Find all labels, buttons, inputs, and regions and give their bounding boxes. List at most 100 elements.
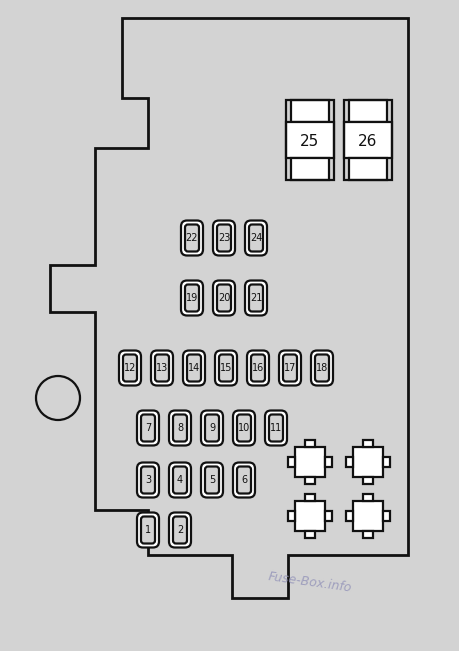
FancyBboxPatch shape [245, 281, 266, 316]
FancyBboxPatch shape [248, 284, 263, 311]
Circle shape [36, 376, 80, 420]
Text: 12: 12 [123, 363, 136, 373]
Text: 13: 13 [156, 363, 168, 373]
FancyBboxPatch shape [214, 350, 236, 385]
Text: 7: 7 [145, 423, 151, 433]
Polygon shape [50, 18, 407, 598]
Bar [294, 501, 325, 531]
FancyBboxPatch shape [168, 411, 190, 445]
FancyBboxPatch shape [213, 221, 235, 255]
Text: 15: 15 [219, 363, 232, 373]
Text: 10: 10 [237, 423, 250, 433]
FancyBboxPatch shape [205, 415, 218, 441]
Text: 18: 18 [315, 363, 327, 373]
FancyBboxPatch shape [185, 284, 199, 311]
FancyBboxPatch shape [233, 411, 254, 445]
Text: 14: 14 [187, 363, 200, 373]
FancyBboxPatch shape [151, 350, 173, 385]
FancyBboxPatch shape [218, 355, 233, 381]
Bar [345, 457, 352, 467]
Text: 3: 3 [145, 475, 151, 485]
Text: 23: 23 [218, 233, 230, 243]
FancyBboxPatch shape [217, 284, 230, 311]
FancyBboxPatch shape [248, 225, 263, 251]
Text: 4: 4 [177, 475, 183, 485]
FancyBboxPatch shape [269, 415, 282, 441]
Text: 17: 17 [283, 363, 296, 373]
FancyBboxPatch shape [141, 415, 155, 441]
FancyBboxPatch shape [173, 415, 187, 441]
FancyBboxPatch shape [137, 462, 159, 497]
FancyBboxPatch shape [236, 415, 251, 441]
Bar [304, 494, 314, 501]
Bar [304, 477, 314, 484]
Bar [382, 511, 389, 521]
Text: 25: 25 [300, 135, 319, 150]
FancyBboxPatch shape [217, 225, 230, 251]
Text: 20: 20 [218, 293, 230, 303]
Bar [291, 158, 328, 180]
Text: Fuse-Box.info: Fuse-Box.info [267, 570, 352, 594]
Bar [325, 511, 331, 521]
Bar [348, 100, 386, 122]
Text: 11: 11 [269, 423, 281, 433]
Text: 1: 1 [145, 525, 151, 535]
FancyBboxPatch shape [183, 350, 205, 385]
FancyBboxPatch shape [201, 462, 223, 497]
FancyBboxPatch shape [187, 355, 201, 381]
Text: 16: 16 [252, 363, 263, 373]
Bar [362, 477, 372, 484]
Bar [348, 158, 386, 180]
Bar [285, 122, 333, 158]
FancyBboxPatch shape [185, 225, 199, 251]
Bar [352, 501, 382, 531]
Bar [294, 447, 325, 477]
FancyBboxPatch shape [137, 512, 159, 547]
Bar [345, 511, 352, 521]
FancyBboxPatch shape [141, 516, 155, 544]
Text: 22: 22 [185, 233, 198, 243]
Bar [304, 440, 314, 447]
FancyBboxPatch shape [205, 467, 218, 493]
FancyBboxPatch shape [141, 467, 155, 493]
FancyBboxPatch shape [168, 512, 190, 547]
Bar [304, 531, 314, 538]
Bar [362, 440, 372, 447]
FancyBboxPatch shape [246, 350, 269, 385]
Bar [325, 457, 331, 467]
FancyBboxPatch shape [251, 355, 264, 381]
Text: 24: 24 [249, 233, 262, 243]
Bar [343, 100, 391, 180]
FancyBboxPatch shape [180, 281, 202, 316]
Text: 2: 2 [177, 525, 183, 535]
FancyBboxPatch shape [173, 467, 187, 493]
FancyBboxPatch shape [236, 467, 251, 493]
Bar [343, 122, 391, 158]
Bar [382, 457, 389, 467]
FancyBboxPatch shape [282, 355, 297, 381]
FancyBboxPatch shape [245, 221, 266, 255]
FancyBboxPatch shape [173, 516, 187, 544]
Bar [362, 531, 372, 538]
Bar [285, 100, 333, 180]
FancyBboxPatch shape [137, 411, 159, 445]
Text: 9: 9 [208, 423, 215, 433]
Text: 8: 8 [177, 423, 183, 433]
Text: 19: 19 [185, 293, 198, 303]
Text: 21: 21 [249, 293, 262, 303]
FancyBboxPatch shape [180, 221, 202, 255]
FancyBboxPatch shape [155, 355, 168, 381]
Text: 6: 6 [241, 475, 246, 485]
Text: 26: 26 [358, 135, 377, 150]
Bar [287, 511, 294, 521]
FancyBboxPatch shape [201, 411, 223, 445]
FancyBboxPatch shape [233, 462, 254, 497]
FancyBboxPatch shape [213, 281, 235, 316]
FancyBboxPatch shape [314, 355, 328, 381]
Bar [352, 447, 382, 477]
FancyBboxPatch shape [119, 350, 141, 385]
FancyBboxPatch shape [264, 411, 286, 445]
FancyBboxPatch shape [279, 350, 300, 385]
Bar [287, 457, 294, 467]
Text: 5: 5 [208, 475, 215, 485]
